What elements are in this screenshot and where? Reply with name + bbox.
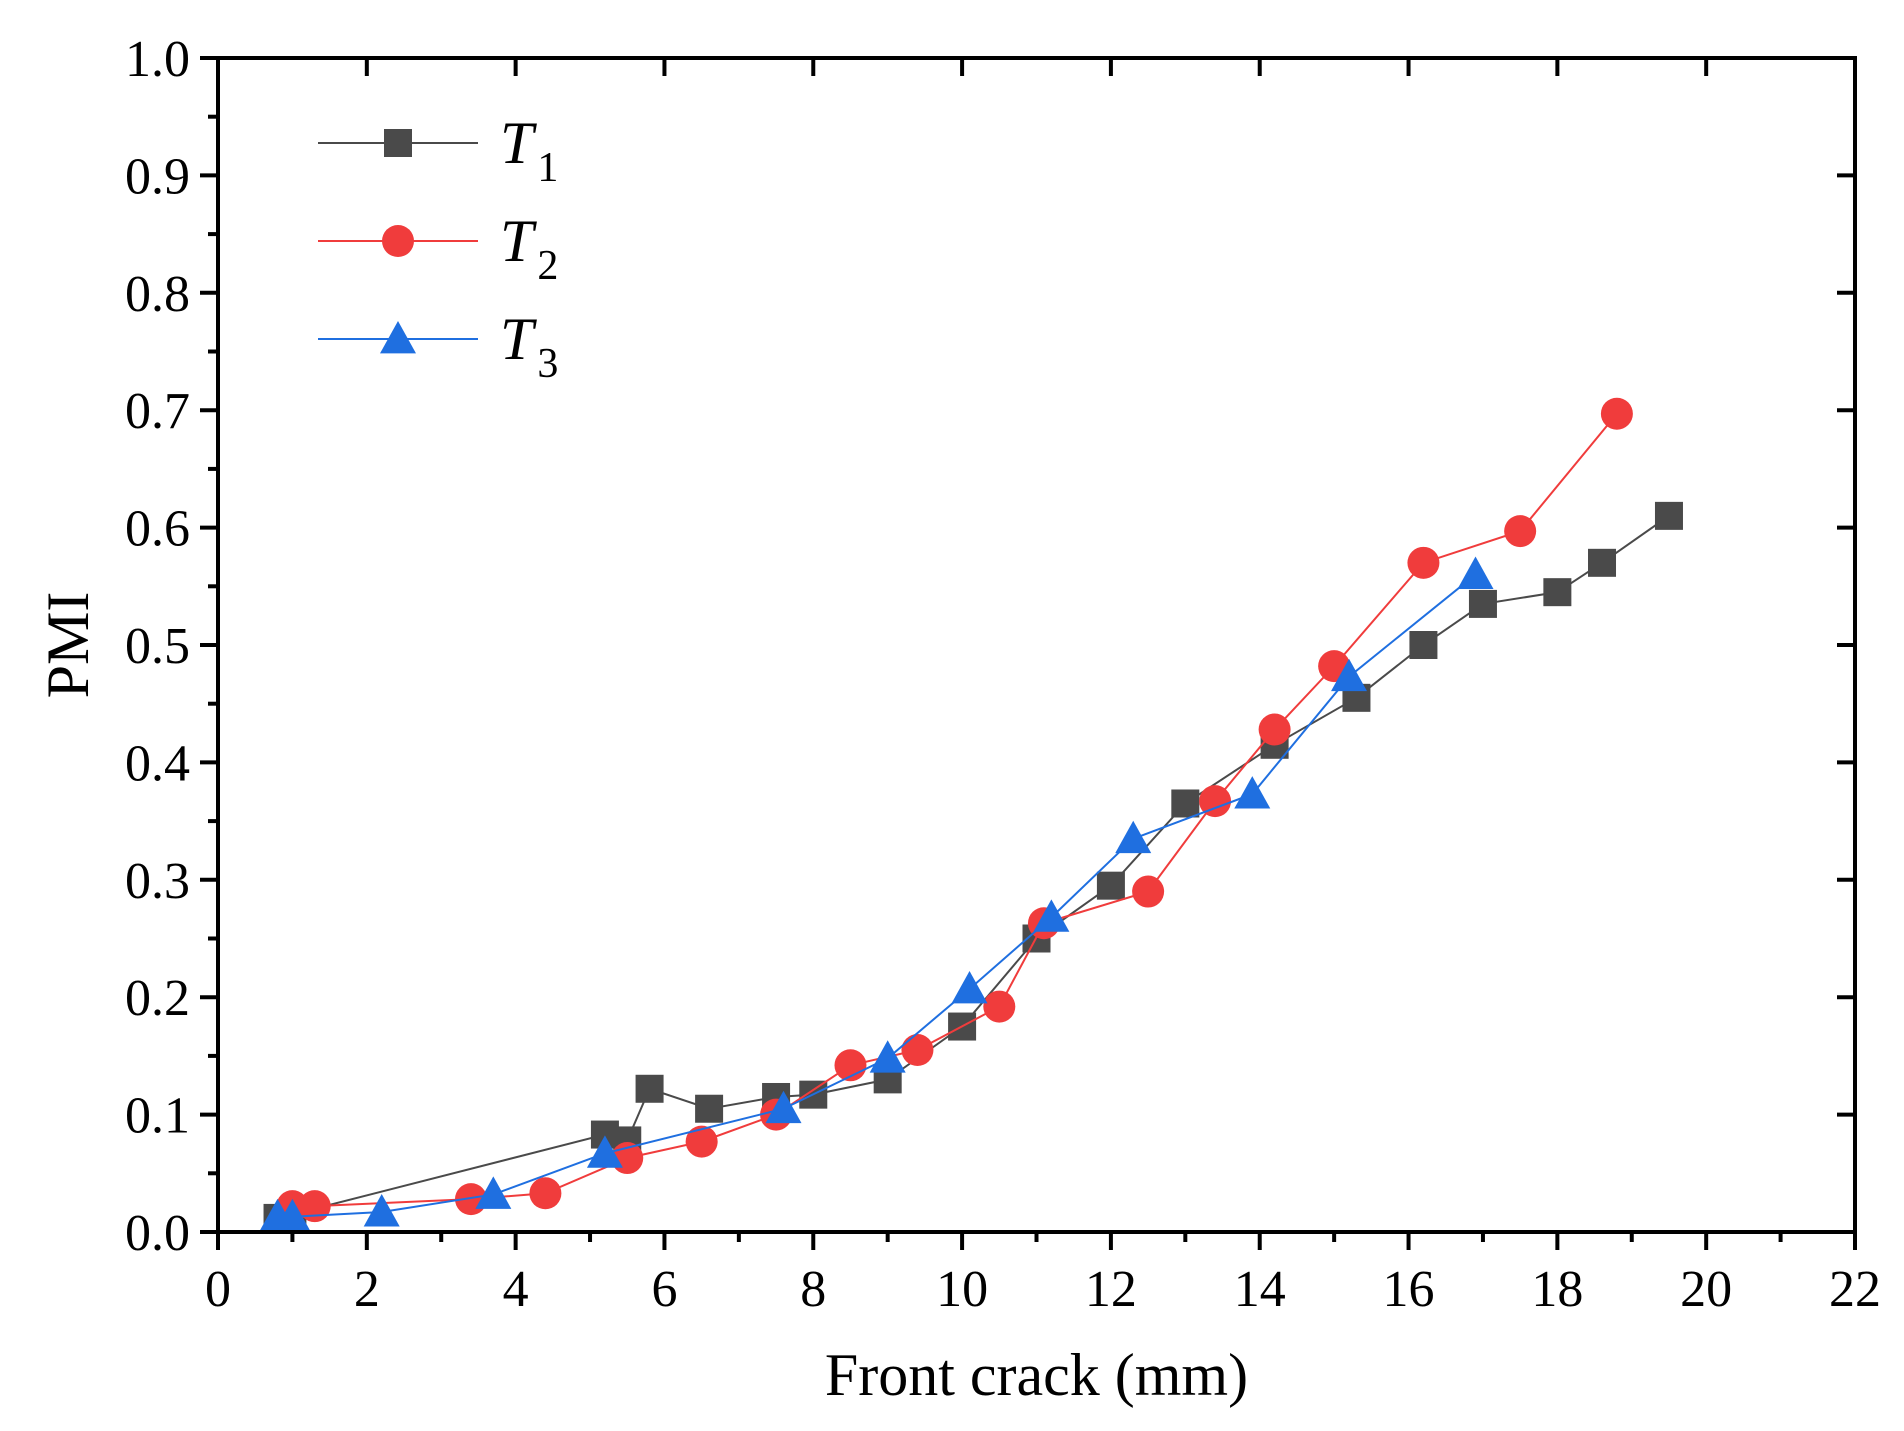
legend-label-sub: 2 xyxy=(537,243,558,289)
legend-marker xyxy=(384,129,412,157)
y-tick-label: 0.2 xyxy=(125,970,190,1027)
data-point-T3 xyxy=(1234,776,1271,809)
data-point-T2 xyxy=(1600,397,1633,430)
x-tick-label: 16 xyxy=(1383,1261,1435,1318)
series-layer xyxy=(259,397,1683,1232)
x-tick-label: 22 xyxy=(1829,1261,1881,1318)
x-tick-labels: 0 2 4 6 8 10 12 14 16 18 20 22 xyxy=(205,1261,1881,1318)
y-tick-label: 1.0 xyxy=(125,31,190,88)
data-point-T3 xyxy=(869,1040,906,1073)
data-point-T2 xyxy=(529,1177,562,1210)
x-tick-label: 12 xyxy=(1085,1261,1137,1318)
data-point-T3 xyxy=(475,1176,512,1209)
data-point-T2 xyxy=(1199,785,1232,818)
y-axis-title: PMI xyxy=(35,592,101,699)
x-tick-label: 14 xyxy=(1234,1261,1286,1318)
legend-label-main: T xyxy=(500,208,537,274)
y-tick-label: 0.4 xyxy=(125,735,190,792)
legend-marker xyxy=(382,225,414,257)
data-point-T1 xyxy=(1171,789,1200,818)
data-point-T2 xyxy=(1132,875,1165,908)
data-point-T2 xyxy=(983,990,1016,1023)
y-tick-label: 0.8 xyxy=(125,266,190,323)
data-point-T1 xyxy=(1654,501,1683,530)
x-tick-label: 0 xyxy=(205,1261,231,1318)
legend-label-main: T xyxy=(500,306,537,372)
legend-label: T3 xyxy=(500,306,558,387)
x-tick-label: 8 xyxy=(800,1261,826,1318)
data-point-T3 xyxy=(363,1194,400,1227)
x-tick-label: 10 xyxy=(936,1261,988,1318)
legend-item-T3: T3 xyxy=(318,306,558,387)
data-point-T3 xyxy=(1115,820,1152,854)
plot-frame xyxy=(216,56,1857,1234)
data-point-T1 xyxy=(1588,548,1617,577)
data-point-T2 xyxy=(1504,515,1537,548)
x-axis-title: Front crack (mm) xyxy=(825,1342,1248,1408)
y-tick-label: 0.6 xyxy=(125,501,190,558)
data-point-T3 xyxy=(951,970,988,1004)
series-T3 xyxy=(259,556,1494,1232)
data-point-T3 xyxy=(586,1135,623,1168)
data-point-T2 xyxy=(1258,713,1291,746)
x-tick-label: 4 xyxy=(503,1261,529,1318)
legend-marker xyxy=(380,321,416,354)
data-point-T3 xyxy=(1033,899,1070,932)
data-point-T1 xyxy=(1543,578,1572,607)
data-point-T2 xyxy=(1407,546,1440,579)
data-point-T3 xyxy=(274,1198,311,1232)
y-tick-label: 0.3 xyxy=(125,853,190,910)
data-point-T1 xyxy=(1096,871,1125,900)
x-tick-label: 20 xyxy=(1680,1261,1732,1318)
y-tick-label: 0.0 xyxy=(125,1205,190,1262)
data-point-T3 xyxy=(1457,556,1494,589)
legend-label-sub: 1 xyxy=(537,145,558,191)
y-tick-label: 0.1 xyxy=(125,1088,190,1145)
legend-label: T2 xyxy=(500,208,558,289)
legend-label-sub: 3 xyxy=(537,341,558,387)
data-point-T1 xyxy=(635,1074,664,1103)
data-point-T2 xyxy=(901,1034,934,1067)
data-point-T1 xyxy=(695,1094,724,1123)
data-point-T2 xyxy=(685,1125,718,1158)
y-tick-label: 0.7 xyxy=(125,383,190,440)
legend-item-T1: T1 xyxy=(318,110,558,191)
legend-label: T1 xyxy=(500,110,558,191)
y-tick-label: 0.9 xyxy=(125,148,190,205)
y-tick-labels: 0.0 0.1 0.2 0.3 0.4 0.5 0.6 0.7 0.8 0.9 1.0 xyxy=(125,31,190,1262)
data-point-T3 xyxy=(1331,658,1368,692)
data-point-T1 xyxy=(1409,631,1438,659)
y-tick-label: 0.5 xyxy=(125,618,190,675)
legend-label-main: T xyxy=(500,110,537,176)
x-tick-label: 2 xyxy=(354,1261,380,1318)
x-tick-label: 6 xyxy=(651,1261,677,1318)
x-tick-label: 18 xyxy=(1531,1261,1583,1318)
data-point-T1 xyxy=(1468,589,1497,618)
legend-item-T2: T2 xyxy=(318,208,558,289)
data-point-T2 xyxy=(298,1190,331,1223)
data-point-T3 xyxy=(765,1090,802,1124)
